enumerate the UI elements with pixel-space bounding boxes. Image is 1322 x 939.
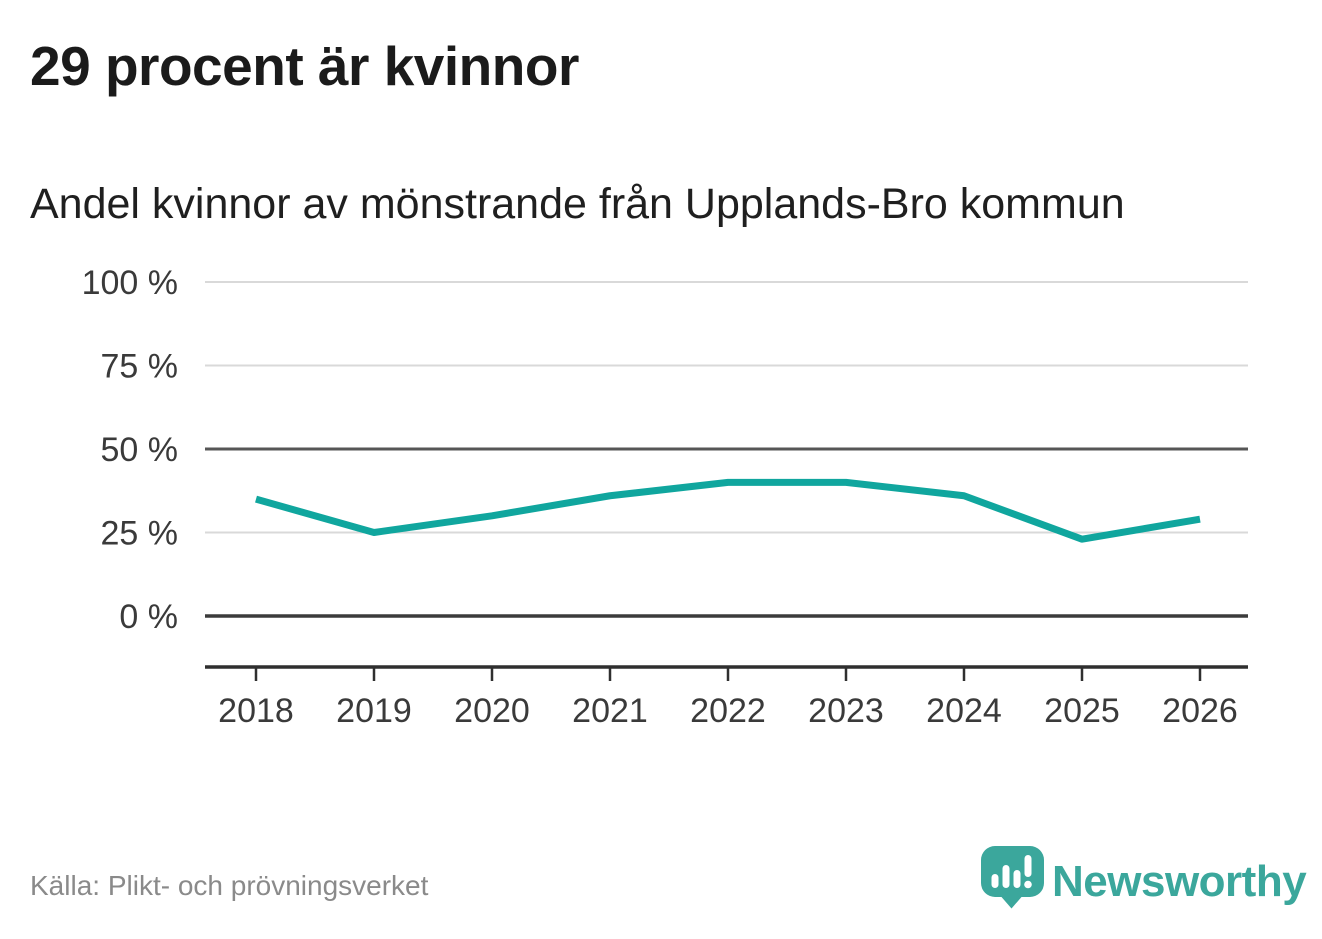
x-axis-label: 2018 xyxy=(218,692,294,730)
x-axis-label: 2025 xyxy=(1044,692,1120,730)
data-line xyxy=(255,478,1201,543)
brand-logo: Newsworthy xyxy=(981,846,1307,910)
chart-title: 29 procent är kvinnor xyxy=(30,35,579,97)
x-axis-label: 2021 xyxy=(572,692,648,730)
speech-bubble-shape xyxy=(981,846,1044,909)
bar-3 xyxy=(1013,870,1021,888)
y-axis-label: 100 % xyxy=(82,264,178,302)
x-axis-label: 2023 xyxy=(808,692,884,730)
chart-subtitle: Andel kvinnor av mönstrande från Uppland… xyxy=(30,180,1125,228)
x-axis-label: 2026 xyxy=(1162,692,1238,730)
exclamation-dot xyxy=(1024,880,1032,889)
x-axis-label: 2019 xyxy=(336,692,412,730)
line-chart: 100 % 75 % 50 % 25 % 0 % 2018 2019 2020 2021 2022… xyxy=(82,264,1248,730)
y-axis-label: 50 % xyxy=(101,431,179,469)
source-note: Källa: Plikt- och prövningsverket xyxy=(30,870,429,901)
exclamation-bar xyxy=(1024,855,1032,877)
x-axis-label: 2022 xyxy=(690,692,766,730)
newsworthy-speech-bubble-bar-chart-icon xyxy=(981,846,1044,909)
y-axis-label: 75 % xyxy=(101,348,179,386)
y-axis-label: 0 % xyxy=(119,598,178,636)
x-axis-label: 2024 xyxy=(926,692,1002,730)
bar-1 xyxy=(991,874,999,888)
x-axis-label: 2020 xyxy=(454,692,530,730)
y-axis-label: 25 % xyxy=(101,515,179,553)
brand-name: Newsworthy xyxy=(1052,857,1307,906)
bar-2 xyxy=(1002,865,1010,888)
